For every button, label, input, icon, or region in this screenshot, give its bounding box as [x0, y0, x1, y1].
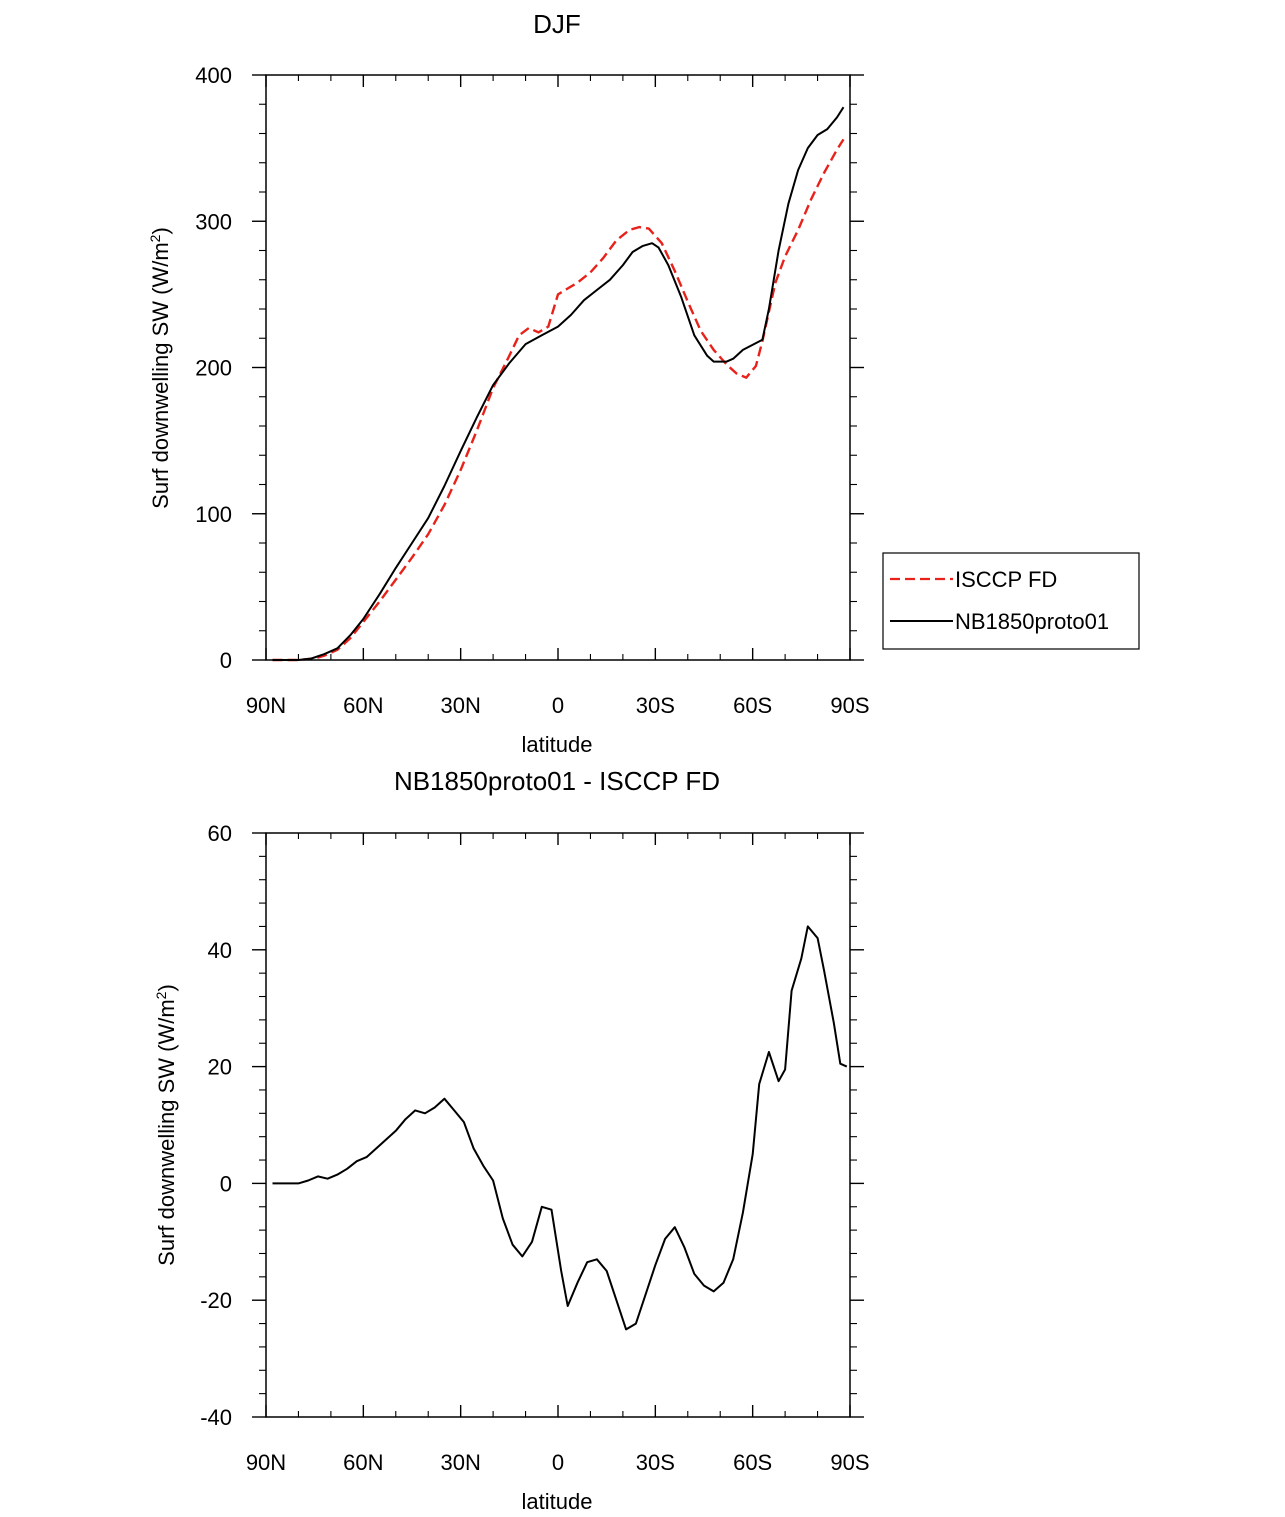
chart2-title: NB1850proto01 - ISCCP FD — [394, 766, 720, 796]
chart2-y-tick-label: 0 — [220, 1171, 232, 1196]
chart1-x-axis-label: latitude — [522, 732, 593, 757]
chart1-x-tick-label: 30N — [440, 693, 480, 718]
chart1-series-line-1 — [272, 106, 845, 661]
chart2-plot-area: 90N 60N 30N 0 30S 60S 90S -40 -20 0 20 40 60 — [200, 821, 869, 1475]
chart2-x-tick-label: 90S — [830, 1450, 869, 1475]
chart1-x-tick-label: 90N — [246, 693, 286, 718]
chart2-x-tick-label: 30N — [440, 1450, 480, 1475]
chart1-y-tick-label: 100 — [195, 502, 232, 527]
chart2-y-tick-label: 60 — [208, 821, 232, 846]
chart2-x-tick-label: 90N — [246, 1450, 286, 1475]
chart2-frame — [265, 832, 851, 1418]
chart1-x-tick-label: 0 — [552, 693, 564, 718]
chart1-y-tick-label: 400 — [195, 63, 232, 88]
chart2-y-tick-label: 40 — [208, 938, 232, 963]
chart1-y-axis-label: Surf downwelling SW (W/m2) — [147, 227, 173, 509]
chart1-y-tick-label: 0 — [220, 648, 232, 673]
chart2-series-line-0 — [272, 925, 848, 1331]
chart1-y-tick-label: 200 — [195, 356, 232, 381]
chart1-frame — [265, 74, 851, 661]
chart2-y-tick-label: -20 — [200, 1288, 232, 1313]
chart1-x-tick-label: 60S — [733, 693, 772, 718]
chart1-legend: ISCCP FD NB1850proto01 — [882, 552, 1140, 650]
chart1-series-line-0 — [272, 138, 845, 662]
legend-box — [882, 552, 1140, 650]
chart2-x-axis-label: latitude — [522, 1489, 593, 1514]
chart1-x-tick-label: 90S — [830, 693, 869, 718]
legend-label-isccp: ISCCP FD — [955, 567, 1057, 592]
chart1-plot-area: 90N 60N 30N 0 30S 60S 90S 0 100 200 300 400 — [195, 63, 869, 718]
chart1-x-tick-label: 30S — [636, 693, 675, 718]
legend-label-nb1850: NB1850proto01 — [955, 609, 1109, 634]
chart2-x-tick-label: 0 — [552, 1450, 564, 1475]
chart2-y-tick-label: 20 — [208, 1055, 232, 1080]
chart2-x-tick-label: 30S — [636, 1450, 675, 1475]
chart1-x-tick-label: 60N — [343, 693, 383, 718]
chart2-x-tick-label: 60S — [733, 1450, 772, 1475]
chart1-y-tick-label: 300 — [195, 209, 232, 234]
chart2-y-tick-label: -40 — [200, 1405, 232, 1430]
chart2-x-tick-label: 60N — [343, 1450, 383, 1475]
chart1-title: DJF — [533, 9, 581, 39]
chart2-y-axis-label: Surf downwelling SW (W/m2) — [153, 984, 179, 1266]
